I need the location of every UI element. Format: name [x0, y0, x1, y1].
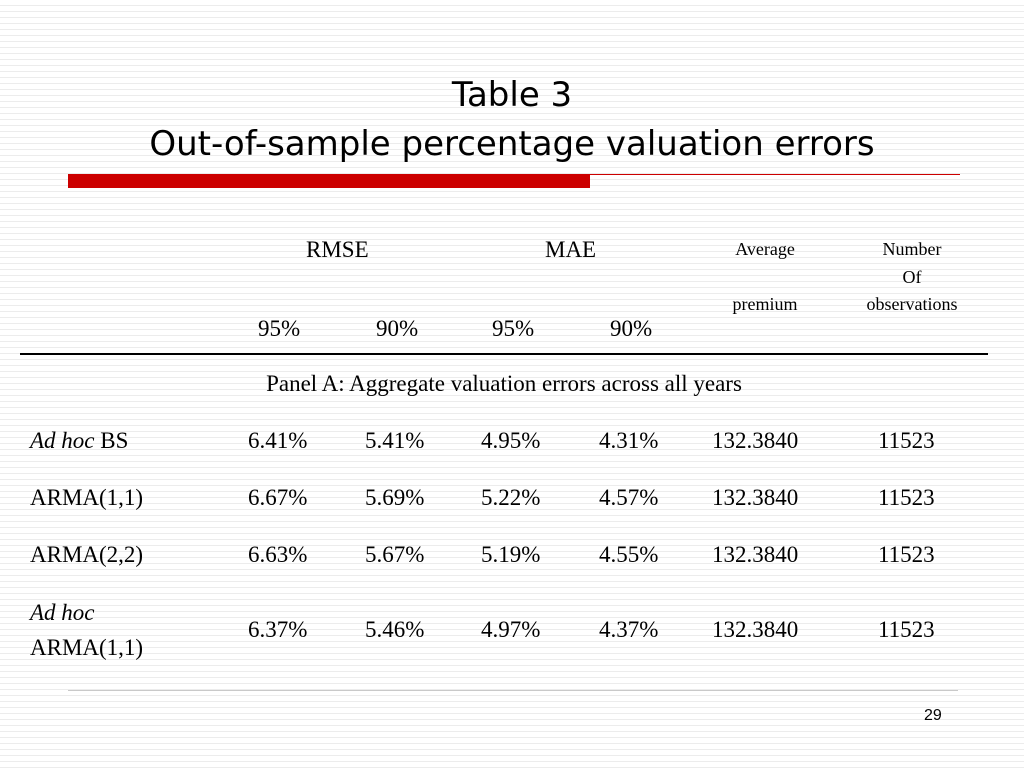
row-label-text: ARMA(1,1) [30, 635, 144, 660]
row-label-italic: Ad hoc [30, 428, 95, 453]
slide-title-line1: Table 3 [451, 75, 573, 115]
cell-rmse-90: 5.69% [365, 485, 425, 510]
cell-avg-premium: 132.3840 [712, 485, 799, 510]
table-row-label: Ad hoc BS [30, 429, 128, 452]
table-header-rule [20, 353, 988, 355]
row-label-text: ARMA(1,1) [30, 485, 144, 510]
header-number-line2: Of [902, 267, 922, 287]
cell-avg-premium: 132.3840 [712, 428, 799, 453]
row-label-italic: Ad hoc [30, 600, 95, 625]
cell-mae-95: 5.22% [481, 485, 541, 510]
cell-mae-95: 4.95% [481, 428, 541, 453]
header-mae: MAE [545, 237, 597, 262]
title-accent-line [590, 174, 960, 175]
row-label-text: ARMA(2,2) [30, 542, 144, 567]
cell-rmse-95: 6.37% [248, 617, 308, 642]
cell-mae-95: 5.19% [481, 542, 541, 567]
panel-label: Panel A: Aggregate valuation errors acro… [266, 371, 742, 396]
cell-n-obs: 11523 [878, 542, 935, 567]
cell-n-obs: 11523 [878, 617, 935, 642]
title-accent-bar [68, 174, 590, 188]
cell-mae-90: 4.55% [599, 542, 659, 567]
slide-title-line2: Out-of-sample percentage valuation error… [149, 124, 875, 164]
cell-avg-premium: 132.3840 [712, 617, 799, 642]
header-mae-95: 95% [492, 316, 535, 341]
header-average-line1: Average [735, 239, 795, 259]
cell-rmse-90: 5.46% [365, 617, 425, 642]
header-rmse-90: 90% [376, 316, 419, 341]
cell-n-obs: 11523 [878, 428, 935, 453]
cell-rmse-95: 6.67% [248, 485, 308, 510]
header-average-line2: premium [732, 294, 798, 314]
cell-mae-90: 4.31% [599, 428, 659, 453]
cell-n-obs: 11523 [878, 485, 935, 510]
cell-avg-premium: 132.3840 [712, 542, 799, 567]
header-number-line1: Number [882, 239, 942, 259]
footer-rule [68, 690, 958, 691]
cell-rmse-90: 5.67% [365, 542, 425, 567]
header-rmse-95: 95% [258, 316, 301, 341]
cell-rmse-90: 5.41% [365, 428, 425, 453]
cell-mae-90: 4.57% [599, 485, 659, 510]
cell-rmse-95: 6.63% [248, 542, 308, 567]
header-rmse: RMSE [306, 237, 369, 262]
page-number: 29 [924, 707, 942, 724]
cell-rmse-95: 6.41% [248, 428, 308, 453]
cell-mae-95: 4.97% [481, 617, 541, 642]
row-label-text: BS [100, 428, 129, 453]
header-number-line3: observations [866, 294, 958, 314]
cell-mae-90: 4.37% [599, 617, 659, 642]
header-mae-90: 90% [610, 316, 653, 341]
